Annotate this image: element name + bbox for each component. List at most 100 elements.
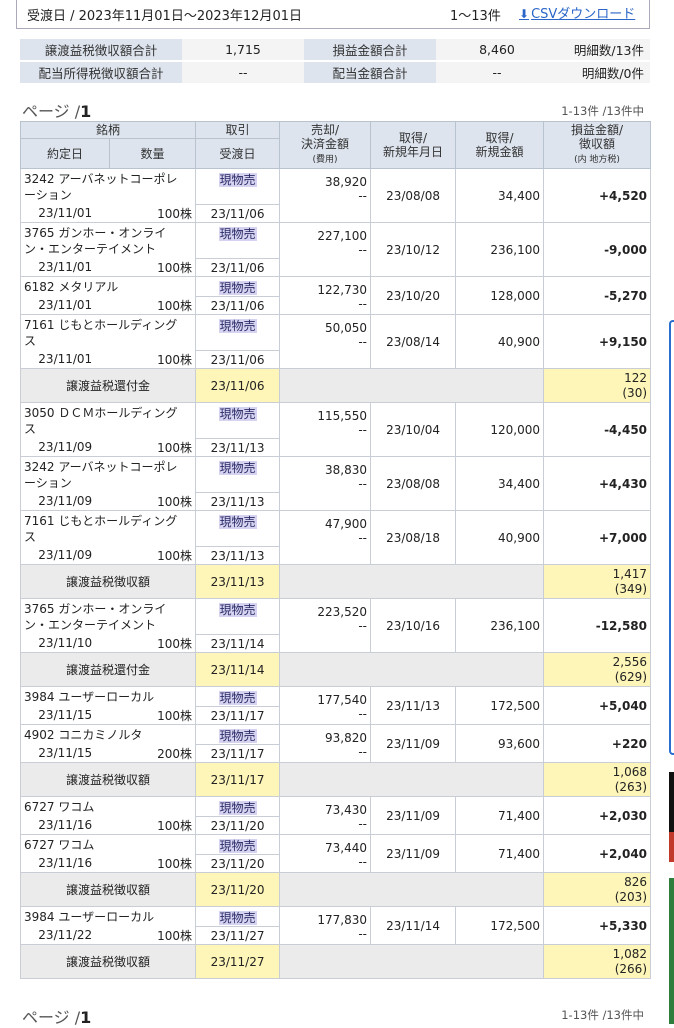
stock-name-line2: ン・エンターテイメント [24, 618, 157, 632]
fee: -- [358, 477, 368, 491]
profit-loss: +2,040 [543, 834, 652, 873]
trade-type-cell: 現物売 [195, 598, 281, 635]
csv-download-link[interactable]: ⬇ CSVダウンロード [519, 3, 635, 22]
fee: -- [358, 297, 368, 311]
trade-type-cell: 現物売 [195, 510, 281, 547]
trade-type-cell: 現物売 [195, 222, 281, 259]
stock-name: 3765 ガンホー・オンライ ン・エンターテイメント [19, 222, 197, 259]
tax-spacer [279, 368, 544, 403]
quantity: 100株 [109, 492, 197, 511]
tax-amount: 1,068 [612, 764, 648, 779]
sale-amount: 227,100 [317, 229, 368, 243]
stock-name-line1: 3242 アーバネットコーポレ [24, 460, 178, 474]
table-row-sub: 23/11/01 100株 23/11/06 [20, 258, 651, 277]
stock-name-line1: 3765 ガンホー・オンライ [24, 602, 167, 616]
tax-amount-cell: 826 (203) [543, 872, 652, 907]
col-acq-date: 取得/新規年月日 [370, 121, 457, 169]
table-row[interactable]: 6182 メタリアル 現物売 122,730 -- 23/10/20 128,000 -5,… [19, 276, 652, 315]
quantity: 100株 [109, 350, 197, 369]
fee: -- [358, 817, 368, 831]
stock-name-line1: 3242 アーバネットコーポレ [24, 172, 178, 186]
tax-label: 譲渡益税徴収額 [19, 762, 196, 797]
acq-amount: 172,500 [455, 906, 545, 945]
col-suryo: 数量 [108, 138, 197, 169]
acq-amount: 40,900 [455, 510, 545, 565]
stock-name-line1: 7161 じもとホールディング [24, 514, 178, 528]
sale-amount: 177,540 [317, 693, 368, 707]
tax-spacer [279, 762, 544, 797]
col-pl-1: 損益金額/ [570, 123, 624, 137]
tax-local: (349) [614, 581, 648, 596]
quantity: 100株 [109, 854, 197, 873]
edge-panel [669, 320, 674, 755]
table-row[interactable]: 7161 じもとホールディングス 現物売 50,050 -- 23/08/14 40,90… [19, 314, 652, 369]
table-row[interactable]: 4902 コニカミノルタ 現物売 93,820 -- 23/11/09 93,600 +22… [19, 724, 652, 763]
profit-loss: +5,040 [543, 686, 652, 725]
col-uri: 売却/決済金額 (費用) [279, 121, 372, 169]
acq-amount: 93,600 [455, 724, 545, 763]
profit-loss: -9,000 [543, 222, 652, 277]
tax-date: 23/11/17 [195, 762, 281, 797]
stock-name: 3984 ユーザーローカル [19, 686, 197, 707]
settle-date: 23/11/06 [195, 204, 281, 223]
sale-amount: 223,520 [317, 605, 368, 619]
acq-date: 23/10/20 [370, 276, 457, 315]
sale-amount: 50,050 [325, 321, 368, 335]
quantity: 100株 [109, 296, 197, 315]
table-row[interactable]: 3984 ユーザーローカル 現物売 177,540 -- 23/11/13 172,500… [19, 686, 652, 725]
acq-date: 23/10/16 [370, 598, 457, 653]
settle-date: 23/11/13 [195, 492, 281, 511]
table-row-sub: 23/11/22 100株 23/11/27 [20, 926, 651, 945]
table-row[interactable]: 6727 ワコム 現物売 73,440 -- 23/11/09 71,400 +2,040 [19, 834, 652, 873]
sale-amount-cell: 47,900 -- [279, 510, 372, 565]
col-pl-2: 徴収額 [579, 137, 616, 151]
tax-amount-cell: 122 (30) [543, 368, 652, 403]
col-torihiki: 取引 [195, 121, 281, 139]
trade-type: 現物売 [218, 281, 257, 295]
table-row[interactable]: 3984 ユーザーローカル 現物売 177,830 -- 23/11/14 172,500… [19, 906, 652, 945]
summary-label: 配当金額合計 [304, 62, 436, 83]
table-row-sub: 23/11/15 200株 23/11/17 [20, 744, 651, 763]
trade-type: 現物売 [218, 319, 257, 333]
sale-amount: 47,900 [325, 517, 368, 531]
trade-type-cell: 現物売 [195, 724, 281, 745]
table-row[interactable]: 3050 ＤＣＭホールディングス 現物売 115,550 -- 23/10/04 120,… [19, 402, 652, 457]
tax-date: 23/11/06 [195, 368, 281, 403]
stock-name-line1: 3984 ユーザーローカル [24, 910, 155, 924]
acq-amount: 34,400 [455, 168, 545, 223]
tax-local: (266) [614, 961, 648, 976]
fee: -- [358, 927, 368, 941]
tax-local: (30) [622, 385, 648, 400]
stock-name-line1: 6182 メタリアル [24, 280, 119, 294]
trade-type-cell: 現物売 [195, 686, 281, 707]
table-row[interactable]: 7161 じもとホールディングス 現物売 47,900 -- 23/08/18 40,90… [19, 510, 652, 565]
col-acq-amt-2: 新規金額 [475, 145, 524, 159]
fee: -- [358, 335, 368, 349]
fee: -- [358, 189, 368, 203]
profit-loss: +7,000 [543, 510, 652, 565]
fee: -- [358, 745, 368, 759]
tax-date: 23/11/13 [195, 564, 281, 599]
table-row[interactable]: 3242 アーバネットコーポレ ーション 現物売 38,830 -- 23/08/08 34… [19, 456, 652, 511]
quantity: 100株 [109, 258, 197, 277]
acq-amount: 34,400 [455, 456, 545, 511]
sale-amount: 73,440 [325, 841, 368, 855]
table-row-sub: 23/11/16 100株 23/11/20 [20, 816, 651, 835]
col-ukewatashi: 受渡日 [195, 138, 281, 169]
profit-loss: +5,330 [543, 906, 652, 945]
tax-label: 譲渡益税徴収額 [19, 944, 196, 979]
col-acq-date-2: 新規年月日 [383, 145, 444, 159]
table-row[interactable]: 3242 アーバネットコーポレ ーション 現物売 38,920 -- 23/08/08 34… [19, 168, 652, 223]
tax-amount: 122 [624, 370, 648, 385]
trade-type-cell: 現物売 [195, 402, 281, 439]
col-uri-1: 売却/ [310, 123, 340, 137]
summary-count: 明細数/0件 [558, 62, 650, 83]
trade-type-cell: 現物売 [195, 796, 281, 817]
table-row[interactable]: 3765 ガンホー・オンライ ン・エンターテイメント 現物売 227,100 -- 23/… [19, 222, 652, 277]
table-row[interactable]: 3765 ガンホー・オンライ ン・エンターテイメント 現物売 223,520 -- 23/… [19, 598, 652, 653]
acq-date: 23/11/09 [370, 834, 457, 873]
tax-local: (263) [614, 779, 648, 794]
sale-amount-cell: 177,540 -- [279, 686, 372, 725]
table-row[interactable]: 6727 ワコム 現物売 73,430 -- 23/11/09 71,400 +2,030 [19, 796, 652, 835]
stock-name-line2: ス [24, 530, 37, 544]
